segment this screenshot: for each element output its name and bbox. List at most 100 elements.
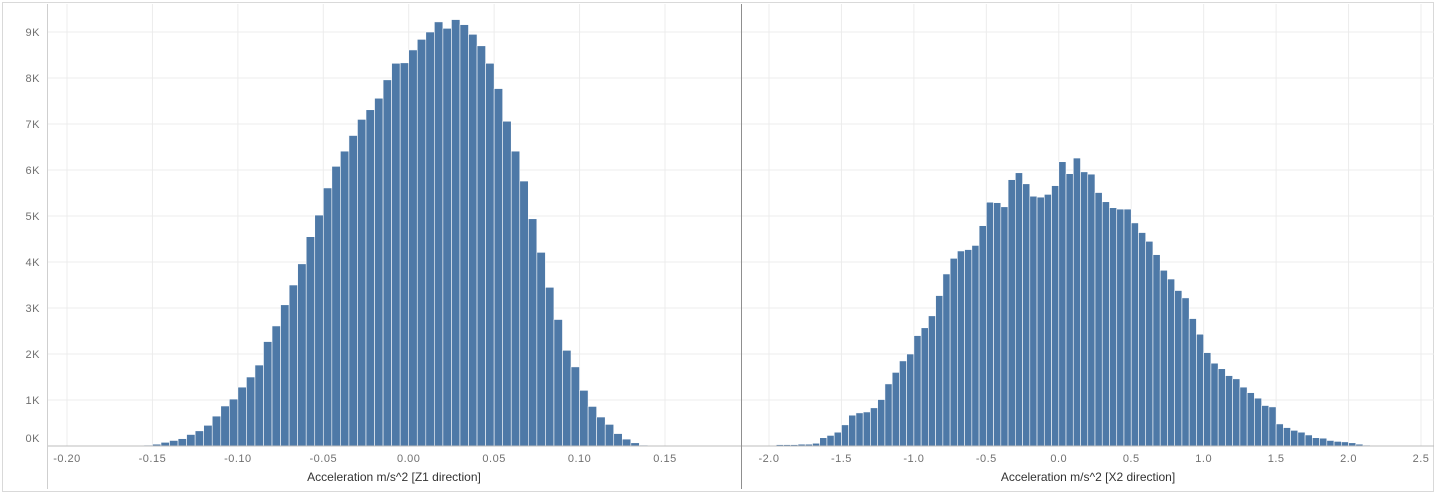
y-tick-label: 8K <box>26 73 41 85</box>
x2-histogram-bars <box>775 157 1378 447</box>
x2-bar <box>1000 206 1009 447</box>
z1-bar <box>442 28 452 447</box>
z1-bar <box>194 430 204 447</box>
y-tick-label: 2K <box>26 349 41 361</box>
y-tick-label: 6K <box>26 165 41 177</box>
z1-x-tick-label: -0.10 <box>224 453 252 465</box>
x2-bar <box>913 335 922 447</box>
x2-x-tick-label: 2.0 <box>1340 453 1357 465</box>
x2-bar <box>1159 269 1168 447</box>
x2-bar <box>826 435 835 447</box>
x2-bar <box>1065 173 1074 447</box>
x2-bar <box>1072 157 1081 447</box>
x2-bar <box>1007 179 1016 447</box>
x2-bar <box>1058 161 1067 447</box>
z1-bar <box>562 350 572 447</box>
x2-bar <box>1203 352 1212 447</box>
x2-bar <box>841 424 849 447</box>
z1-bar <box>416 39 427 447</box>
x2-bar <box>1094 192 1103 447</box>
y-tick-label: 5K <box>26 211 41 223</box>
z1-bar <box>263 341 273 447</box>
x2-bar <box>1116 208 1125 447</box>
z1-bar <box>280 304 290 447</box>
z1-x-tick-label: -0.20 <box>53 453 81 465</box>
z1-bar <box>510 150 521 447</box>
z1-bar <box>391 62 401 447</box>
x2-bar <box>870 407 878 447</box>
z1-bar <box>596 416 606 447</box>
z1-bar <box>220 405 230 447</box>
z1-bar <box>254 364 264 447</box>
x2-bar <box>1109 207 1118 447</box>
x2-bar <box>1210 362 1219 447</box>
z1-x-tick-label: 0.10 <box>568 453 591 465</box>
x2-bar <box>1261 405 1270 447</box>
x2-bar <box>855 412 864 447</box>
z1-bar <box>545 286 555 447</box>
z1-bar <box>536 252 546 447</box>
x2-bar <box>1196 333 1204 447</box>
z1-bar <box>459 24 469 447</box>
x2-bar <box>1217 368 1226 447</box>
z1-bar <box>331 166 341 447</box>
z1-bar <box>229 398 239 447</box>
x2-bar <box>964 249 973 447</box>
x2-bar <box>986 201 994 447</box>
x2-x-tick-label: 0.5 <box>1123 453 1140 465</box>
z1-bar <box>322 187 333 447</box>
z1-bar <box>237 386 247 447</box>
x2-bar <box>1080 171 1089 447</box>
x2-x-axis-title: Acceleration m/s^2 [X2 direction] <box>1001 470 1175 484</box>
z1-bar <box>502 120 512 447</box>
z1-bar <box>297 263 307 447</box>
x2-bar <box>1087 173 1096 447</box>
z1-bar <box>476 45 486 447</box>
z1-bar <box>211 415 222 447</box>
z1-bar <box>169 440 179 447</box>
y-tick-label: 4K <box>26 257 41 269</box>
z1-bar <box>203 424 213 447</box>
x2-bar <box>1297 431 1306 447</box>
x2-bar <box>935 295 944 447</box>
x2-bar <box>1268 406 1277 447</box>
z1-x-tick-label: 0.15 <box>653 453 676 465</box>
x2-bar <box>942 273 951 447</box>
z1-x-tick-label: -0.15 <box>139 453 167 465</box>
y-tick-label: 1K <box>26 395 41 407</box>
x2-bar <box>1188 318 1197 447</box>
x2-bar <box>978 225 987 447</box>
x2-bar <box>1275 423 1284 447</box>
z1-bar <box>271 325 281 447</box>
x2-bar <box>1130 222 1139 447</box>
y-tick-label: 7K <box>26 119 41 131</box>
x2-bar <box>1341 441 1349 447</box>
y-tick-label: 0K <box>26 433 41 445</box>
z1-bar <box>553 319 563 447</box>
x2-bar <box>1181 297 1190 447</box>
x2-bar <box>891 372 900 447</box>
z1-bar <box>570 366 580 447</box>
x2-bar <box>1290 430 1299 447</box>
z1-bar <box>587 406 597 447</box>
z1-bar <box>357 119 367 447</box>
z1-bar <box>434 21 444 447</box>
z1-bar <box>604 424 615 447</box>
x2-bar <box>949 258 958 447</box>
z1-bar <box>314 214 324 447</box>
x2-bar <box>971 245 980 447</box>
x2-bar <box>848 414 857 447</box>
z1-bar <box>613 433 623 447</box>
x2-bar <box>1174 290 1183 447</box>
x2-bar <box>1036 196 1045 447</box>
z1-x-tick-label: 0.05 <box>482 453 505 465</box>
z1-bar <box>485 62 495 447</box>
x2-bar <box>1326 440 1335 447</box>
x2-bar <box>1022 183 1031 447</box>
x2-bar <box>819 437 828 447</box>
x2-bar <box>1138 232 1147 447</box>
x2-bar <box>957 250 965 447</box>
x2-bar <box>1043 194 1052 447</box>
x2-bar <box>1232 378 1241 447</box>
